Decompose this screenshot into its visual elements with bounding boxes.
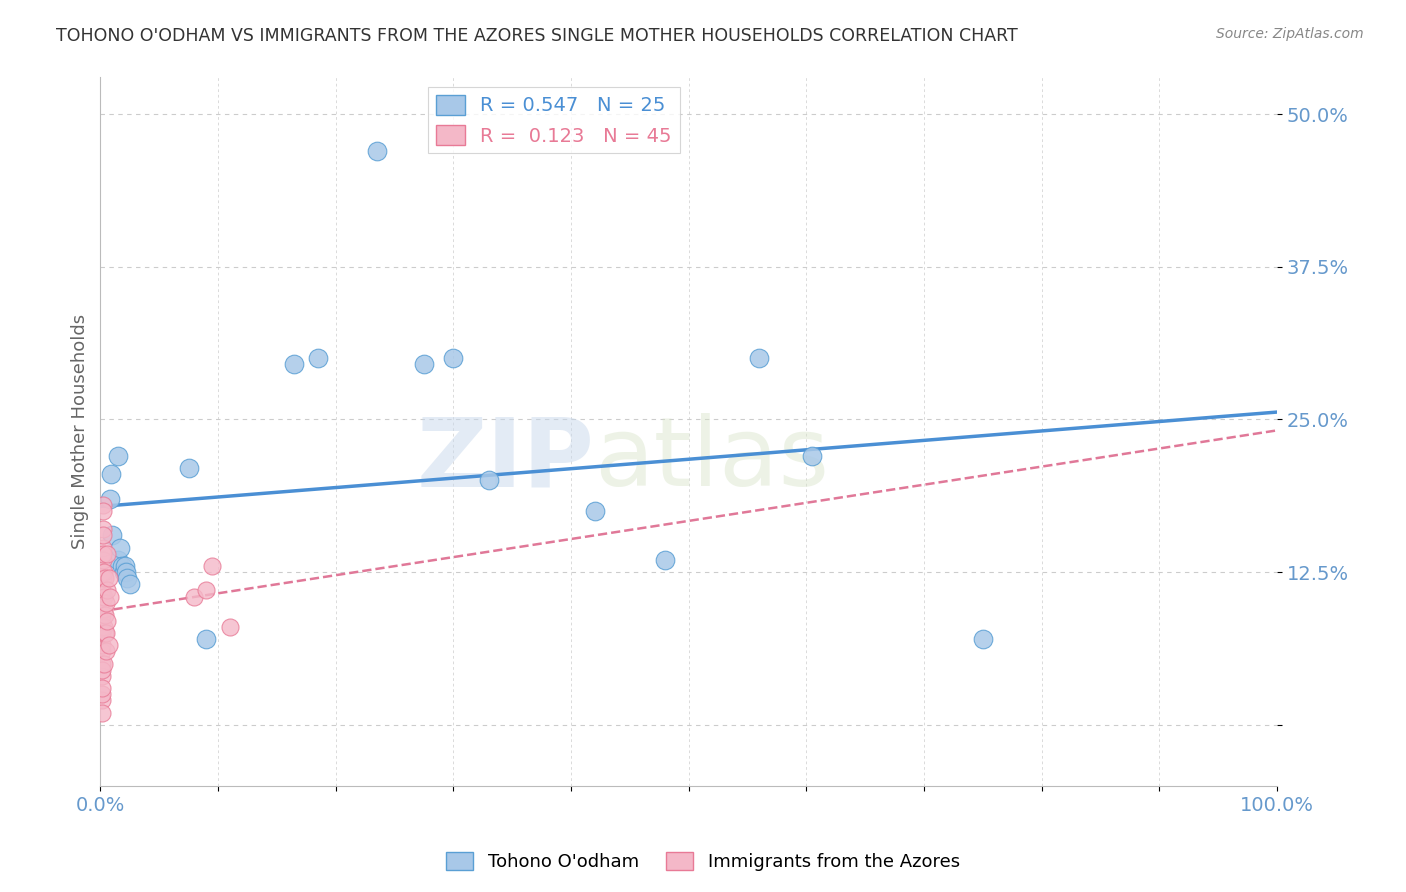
Text: TOHONO O'ODHAM VS IMMIGRANTS FROM THE AZORES SINGLE MOTHER HOUSEHOLDS CORRELATIO: TOHONO O'ODHAM VS IMMIGRANTS FROM THE AZ… [56,27,1018,45]
Point [201,559,224,574]
Point [90,644,112,658]
Point [118,577,141,591]
Text: ZIP: ZIP [416,414,595,507]
Point [117,571,139,585]
Point [90,614,112,628]
Point [107,553,129,567]
Point [90,639,112,653]
Point [654,553,676,567]
Point [98,590,121,604]
Point [94,607,117,622]
Point [114,559,136,574]
Text: Source: ZipAtlas.com: Source: ZipAtlas.com [1216,27,1364,41]
Point [91,522,114,536]
Point [94,571,117,585]
Point [90,590,112,604]
Point [283,358,305,372]
Point [91,607,114,622]
Point [96,644,118,658]
Point [97,571,120,585]
Point [91,504,114,518]
Point [94,626,117,640]
Point [96,614,118,628]
Point [91,565,114,579]
Point [110,559,132,574]
Point [90,669,112,683]
Point [91,541,114,555]
Point [100,467,122,482]
Point [97,639,120,653]
Point [98,491,121,506]
Point [91,583,114,598]
Point [91,553,114,567]
Point [101,528,124,542]
Point [90,620,112,634]
Point [96,596,118,610]
Point [115,565,138,579]
Point [91,626,114,640]
Point [366,144,388,158]
Point [93,601,115,615]
Point [583,504,606,518]
Point [96,583,118,598]
Point [91,547,114,561]
Point [90,687,112,701]
Point [107,449,129,463]
Point [478,474,501,488]
Point [307,351,329,366]
Point [91,571,114,585]
Point [441,351,464,366]
Point [177,461,200,475]
Point [183,590,205,604]
Point [91,663,114,677]
Point [195,583,218,598]
Point [93,620,115,634]
Point [972,632,994,647]
Point [195,632,218,647]
Point [218,620,240,634]
Point [110,541,132,555]
Point [91,528,114,542]
Point [91,681,114,695]
Point [93,565,115,579]
Point [112,565,135,579]
Point [93,590,115,604]
Text: atlas: atlas [595,414,830,507]
Y-axis label: Single Mother Households: Single Mother Households [72,314,89,549]
Point [748,351,770,366]
Point [90,693,112,707]
Point [96,626,118,640]
Point [93,657,115,671]
Point [96,547,118,561]
Point [90,706,112,720]
Point [91,498,114,512]
Legend: Tohono O'odham, Immigrants from the Azores: Tohono O'odham, Immigrants from the Azor… [439,845,967,879]
Point [413,358,436,372]
Legend: R = 0.547   N = 25, R =  0.123   N = 45: R = 0.547 N = 25, R = 0.123 N = 45 [427,87,679,153]
Point [90,657,112,671]
Point [801,449,824,463]
